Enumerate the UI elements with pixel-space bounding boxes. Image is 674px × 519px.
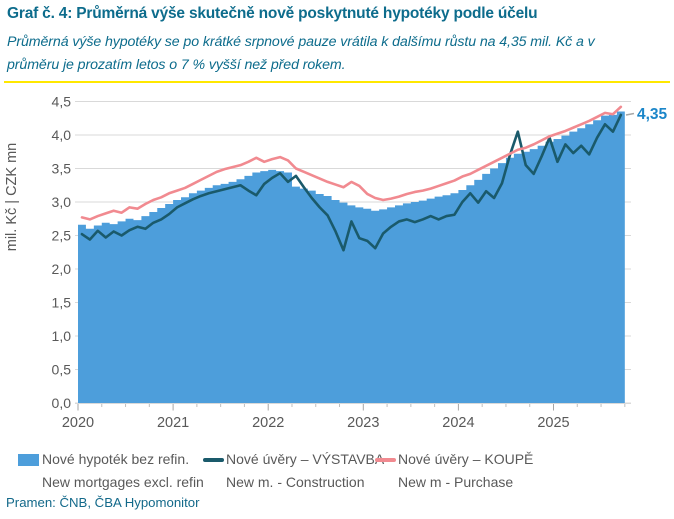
legend-item-new-mortgages: Nové hypoték bez refin. New mortgages ex…: [18, 448, 204, 494]
legend-label-en: New m - Purchase: [398, 474, 514, 490]
svg-text:2,0: 2,0: [52, 261, 72, 277]
svg-text:3,5: 3,5: [52, 161, 72, 177]
mortgage-average-chart: 0,0 0,5 1,0 1,5 2,0 2,5 3,0 3,5 4,0 4,5 mil. Kč | …: [4, 94, 668, 432]
legend-item-construction: Nové úvěry – VÝSTAVBA New m. - Construct…: [203, 448, 384, 494]
svg-text:2025: 2025: [537, 415, 569, 431]
svg-text:2,5: 2,5: [52, 228, 72, 244]
svg-text:3,0: 3,0: [52, 194, 72, 210]
x-axis-labels: 2020 2021 2022 2023 2024 2025: [62, 415, 570, 431]
legend-item-purchase: Nové úvěry – KOUPĚ New m - Purchase: [375, 448, 533, 494]
chart-subtitle: Průměrná výše hypotéky se po krátké srpn…: [7, 34, 595, 73]
line-swatch-icon: [203, 458, 224, 462]
y-axis-title: mil. Kč | CZK mn: [4, 143, 20, 252]
svg-text:2024: 2024: [442, 415, 474, 431]
end-value-label: 4,35: [637, 106, 668, 123]
legend-label-en: New mortgages excl. refin: [42, 474, 204, 490]
svg-text:1,5: 1,5: [52, 295, 72, 311]
svg-text:0,0: 0,0: [52, 395, 72, 411]
chart-legend: Nové hypoték bez refin. New mortgages ex…: [0, 448, 674, 494]
svg-text:2020: 2020: [62, 415, 94, 431]
legend-label-en: New m. - Construction: [226, 474, 365, 490]
svg-text:2021: 2021: [157, 415, 189, 431]
svg-text:1,0: 1,0: [52, 328, 72, 344]
purchase-line-series: [80, 105, 623, 221]
svg-text:4,5: 4,5: [52, 94, 72, 110]
construction-line-series: [80, 113, 623, 252]
legend-label-cs: Nové úvěry – VÝSTAVBA: [226, 451, 385, 467]
svg-text:4,0: 4,0: [52, 127, 72, 143]
area-swatch-icon: [18, 454, 39, 466]
end-value-leader: [625, 112, 635, 116]
yellow-divider: [4, 81, 670, 83]
svg-text:2022: 2022: [252, 415, 284, 431]
y-axis-labels: 0,0 0,5 1,0 1,5 2,0 2,5 3,0 3,5 4,0 4,5: [52, 94, 72, 412]
x-axis-ticks: [75, 403, 631, 411]
legend-label-cs: Nové hypoték bez refin.: [42, 451, 190, 467]
legend-label-cs: Nové úvěry – KOUPĚ: [398, 451, 534, 467]
source-note: Pramen: ČNB, ČBA Hypomonitor: [6, 495, 200, 510]
chart-title: Graf č. 4: Průměrná výše skutečně nově p…: [7, 5, 538, 22]
line-swatch-icon: [375, 458, 396, 462]
svg-text:0,5: 0,5: [52, 362, 72, 378]
mortgage-area-series: [78, 111, 625, 404]
svg-text:2023: 2023: [347, 415, 379, 431]
